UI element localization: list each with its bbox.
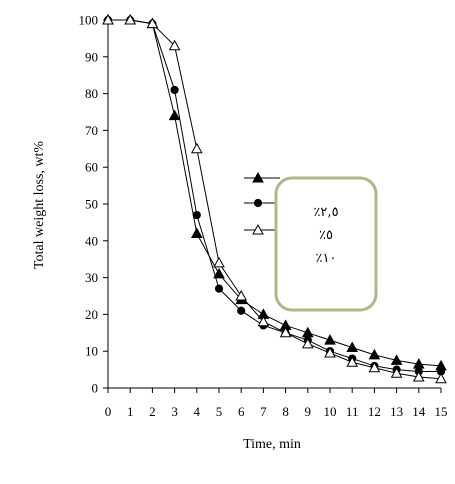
data-point-filled-triangle: [390, 354, 403, 365]
data-point-circle: [170, 85, 179, 95]
x-tick-label: 0: [105, 404, 112, 419]
x-tick-label: 11: [346, 404, 359, 419]
x-tick-label: 8: [282, 404, 289, 419]
data-point-circle: [237, 306, 246, 315]
data-point-open-triangle: [390, 367, 403, 378]
data-point-open-triangle: [124, 13, 137, 25]
data-point-open-triangle: [213, 256, 225, 268]
x-tick-label: 13: [390, 404, 403, 419]
data-point-filled-triangle: [190, 227, 203, 238]
x-tick-label: 4: [194, 404, 201, 419]
data-point-circle: [214, 284, 224, 293]
data-point-open-triangle: [102, 13, 114, 25]
y-tick-label: 60: [85, 160, 98, 175]
legend-entry-label: ٪۲,٥: [313, 205, 338, 220]
x-tick-label: 14: [412, 404, 426, 419]
series-line: [108, 19, 442, 380]
x-tick-label: 5: [216, 404, 223, 419]
series-markers: [102, 13, 447, 384]
y-tick-label: 90: [85, 49, 98, 64]
x-tick-label: 7: [260, 404, 267, 419]
data-point-open-triangle: [235, 289, 248, 301]
data-point-open-triangle: [346, 356, 359, 367]
data-point-filled-triangle: [213, 267, 225, 279]
data-point-filled-triangle: [368, 348, 381, 360]
data-point-open-triangle: [252, 223, 264, 235]
data-point-filled-triangle: [324, 334, 336, 345]
data-point-open-triangle: [301, 337, 314, 349]
data-point-filled-triangle: [252, 171, 264, 183]
data-point-circle: [192, 210, 201, 220]
data-point-filled-triangle: [168, 109, 181, 121]
x-tick-label: 6: [238, 404, 245, 419]
data-point-open-triangle: [257, 315, 270, 327]
data-point-circle: [253, 198, 263, 208]
data-point-open-triangle: [168, 39, 181, 51]
legend-entry-label: ٪۱٠: [316, 251, 337, 266]
data-point-open-triangle: [324, 347, 336, 358]
legend-entry-label: ٪٥: [319, 228, 333, 243]
series-line: [108, 19, 441, 372]
y-tick-label: 100: [79, 13, 99, 28]
data-point-open-triangle: [279, 326, 292, 338]
x-tick-label: 15: [435, 404, 448, 419]
x-tick-label: 2: [149, 404, 156, 419]
x-tick-label: 3: [171, 404, 178, 419]
data-point-open-triangle: [412, 370, 425, 382]
y-tick-label: 0: [92, 381, 99, 396]
y-tick-label: 40: [85, 233, 98, 248]
series-line: [108, 19, 442, 367]
data-point-open-triangle: [190, 142, 203, 154]
y-tick-label: 50: [85, 197, 98, 212]
series-lines: [108, 19, 442, 380]
x-tick-label: 12: [368, 404, 381, 419]
x-tick-label: 9: [305, 404, 312, 419]
y-tick-label: 70: [85, 123, 98, 138]
data-point-filled-triangle: [346, 341, 359, 353]
x-tick-label: 1: [127, 404, 134, 419]
x-tick-label: 10: [324, 404, 337, 419]
data-point-open-triangle: [368, 361, 381, 373]
legend-box: [274, 176, 378, 312]
y-tick-label: 80: [85, 86, 98, 101]
data-point-open-triangle: [146, 17, 159, 29]
legend: ٪۲,٥ ٪٥ ٪۱٠: [244, 171, 378, 312]
y-axis-title: Total weight loss, wt%: [32, 141, 47, 269]
y-tick-label: 10: [85, 344, 98, 359]
data-point-open-triangle: [435, 372, 447, 384]
y-tick-label: 30: [85, 270, 98, 285]
x-axis-title: Time, min: [243, 437, 301, 452]
y-tick-label: 20: [85, 307, 98, 322]
